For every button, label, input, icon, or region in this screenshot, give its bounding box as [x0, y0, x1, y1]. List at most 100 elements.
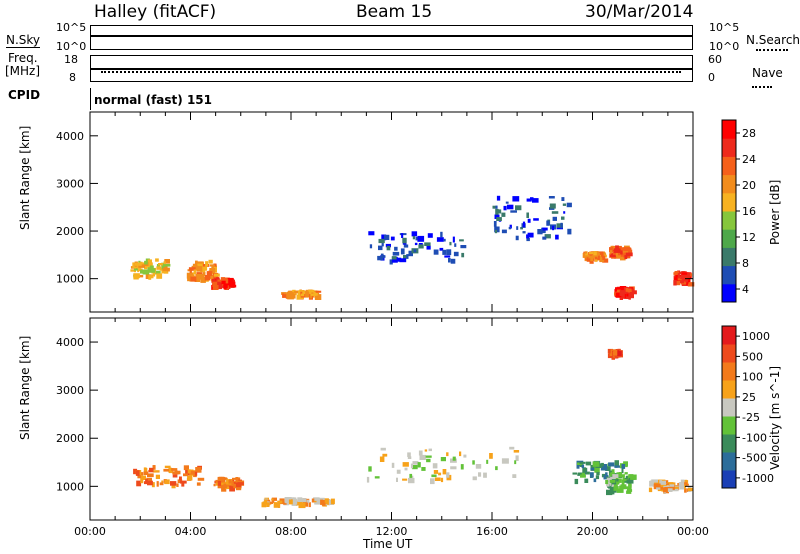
scatter-echo: [207, 274, 214, 279]
scatter-echo: [208, 259, 213, 264]
scatter-echo: [440, 457, 446, 462]
scatter-echo: [310, 293, 317, 296]
scatter-echo: [396, 469, 401, 474]
scatter-echo: [515, 205, 522, 211]
scatter-echo: [671, 486, 679, 489]
scatter-echo: [582, 467, 588, 471]
scatter-echo: [179, 480, 187, 484]
scatter-echo: [213, 279, 216, 282]
scatter-echo: [409, 473, 413, 479]
scatter-echo: [197, 263, 204, 268]
scatter-echo: [144, 260, 148, 265]
scatter-echo: [503, 205, 507, 211]
scatter-echo: [613, 248, 621, 253]
scatter-echo: [460, 464, 464, 470]
colorbar-swatch: [722, 362, 736, 381]
scatter-echo: [667, 482, 674, 485]
scatter-echo: [228, 479, 232, 484]
ytick-label: 1000: [56, 480, 84, 493]
scatter-echo: [496, 217, 502, 221]
scatter-echo: [624, 245, 630, 249]
scatter-echo: [172, 471, 179, 475]
scatter-echo: [626, 479, 634, 484]
colorbar-tick-label: -25: [742, 411, 760, 424]
xtick-label: 08:00: [275, 525, 307, 538]
scatter-echo: [577, 472, 584, 476]
scatter-echo: [213, 273, 220, 277]
scatter-echo: [659, 480, 662, 484]
scatter-echo: [226, 279, 234, 282]
scatter-echo: [399, 258, 407, 263]
colorbar-swatch: [722, 156, 736, 176]
scatter-echo: [277, 500, 283, 504]
scatter-echo: [153, 270, 161, 275]
scatter-echo: [156, 264, 160, 268]
scatter-echo: [669, 484, 675, 490]
scatter-echo: [434, 252, 437, 255]
scatter-echo: [615, 475, 619, 481]
scatter-echo: [164, 259, 170, 264]
scatter-echo: [687, 282, 695, 287]
scatter-echo: [189, 270, 192, 274]
nave-label: Nave: [752, 66, 783, 80]
scatter-echo: [181, 481, 185, 487]
freq-tick-top: 18: [64, 53, 78, 66]
scatter-echo: [382, 255, 386, 258]
scatter-echo: [621, 464, 626, 469]
scatter-echo: [414, 242, 418, 246]
scatter-echo: [620, 247, 626, 251]
scatter-echo: [520, 227, 523, 230]
scatter-echo: [424, 242, 431, 246]
scatter-echo: [609, 247, 614, 253]
scatter-echo: [176, 483, 179, 487]
scatter-echo: [205, 261, 209, 267]
scatter-echo: [189, 470, 197, 475]
scatter-echo: [156, 481, 159, 487]
scatter-echo: [436, 237, 444, 242]
scatter-echo: [600, 253, 604, 258]
scatter-echo: [614, 460, 619, 466]
scatter-echo: [454, 243, 457, 247]
scatter-echo: [648, 487, 653, 493]
colorbar-tick-label: 16: [742, 205, 756, 218]
scatter-echo: [320, 499, 324, 505]
scatter-echo: [164, 479, 170, 485]
scatter-echo: [377, 255, 384, 261]
scatter-echo: [475, 464, 482, 469]
scatter-echo: [684, 281, 691, 286]
scatter-echo: [548, 196, 555, 199]
velocity-panel: 1000 2000 3000 4000: [56, 317, 694, 521]
scatter-echo: [620, 474, 625, 478]
scatter-echo: [271, 499, 275, 503]
scatter-echo: [515, 455, 519, 461]
scatter-echo: [428, 448, 432, 452]
scatter-echo: [264, 499, 268, 504]
scatter-echo: [407, 452, 411, 457]
scatter-echo: [330, 498, 335, 505]
scatter-echo: [229, 485, 235, 492]
scatter-echo: [225, 279, 229, 284]
scatter-echo: [379, 456, 385, 462]
scatter-echo: [623, 461, 628, 466]
scatter-echo: [452, 236, 455, 243]
scatter-echo: [450, 466, 457, 470]
date-title: 30/Mar/2014: [585, 2, 694, 22]
scatter-echo: [283, 502, 287, 505]
scatter-echo: [685, 281, 689, 284]
scatter-echo: [200, 266, 208, 271]
scatter-echo: [193, 269, 197, 274]
scatter-echo: [460, 245, 467, 249]
scatter-echo: [171, 483, 176, 489]
scatter-echo: [297, 290, 301, 296]
scatter-echo: [622, 476, 625, 480]
scatter-echo: [609, 254, 617, 258]
scatter-echo: [271, 498, 274, 501]
scatter-echo: [627, 487, 631, 492]
scatter-echo: [196, 482, 201, 486]
scatter-echo: [494, 214, 500, 219]
scatter-echo: [628, 292, 634, 299]
scatter-echo: [386, 245, 391, 251]
scatter-echo: [138, 264, 145, 268]
nsearch-tick-bottom: 10^0: [709, 40, 740, 53]
scatter-echo: [204, 275, 211, 281]
